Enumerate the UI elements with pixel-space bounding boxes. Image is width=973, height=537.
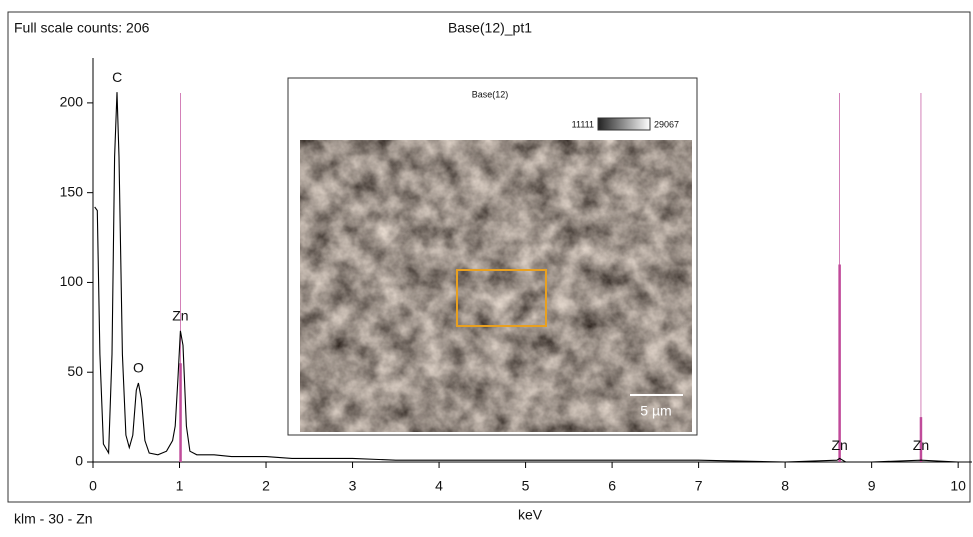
sem-image (300, 140, 692, 432)
y-tick-label: 50 (67, 363, 83, 379)
klm-label: klm - 30 - Zn (14, 511, 93, 527)
colorbar-max: 29067 (654, 119, 679, 129)
selection-box (456, 269, 547, 327)
peak-label: C (112, 69, 122, 85)
x-tick-label: 3 (349, 478, 357, 494)
x-tick-label: 9 (868, 478, 876, 494)
frame (7, 11, 971, 503)
x-tick-label: 5 (522, 478, 530, 494)
peak-label: Zn (913, 437, 929, 453)
y-tick-label: 200 (60, 94, 84, 110)
colorbar (597, 117, 651, 131)
x-tick-label: 8 (781, 478, 789, 494)
x-tick-label: 1 (176, 478, 184, 494)
scale-bar-label: 5 µm (640, 403, 671, 419)
spectrum-line (94, 92, 959, 463)
colorbar-min: 11111 (572, 119, 594, 129)
peak-label: Zn (831, 437, 847, 453)
y-tick-label: 0 (75, 453, 83, 469)
chart-title: Base(12)_pt1 (448, 20, 532, 36)
x-tick-label: 2 (262, 478, 270, 494)
x-tick-label: 4 (435, 478, 443, 494)
peak-label: Zn (172, 308, 188, 324)
inset-title: Base(12) (472, 89, 509, 99)
inset: Base(12) 11111 29067 5 µm (287, 77, 698, 436)
peak-label: O (133, 360, 144, 376)
x-tick-label: 0 (89, 478, 97, 494)
y-tick-label: 150 (60, 183, 84, 199)
x-tick-label: 6 (608, 478, 616, 494)
y-tick-label: 100 (60, 273, 84, 289)
x-tick-label: 10 (950, 478, 966, 494)
x-axis-label: keV (518, 507, 543, 523)
x-tick-label: 7 (695, 478, 703, 494)
full-scale: Full scale counts: 206 (14, 20, 150, 36)
